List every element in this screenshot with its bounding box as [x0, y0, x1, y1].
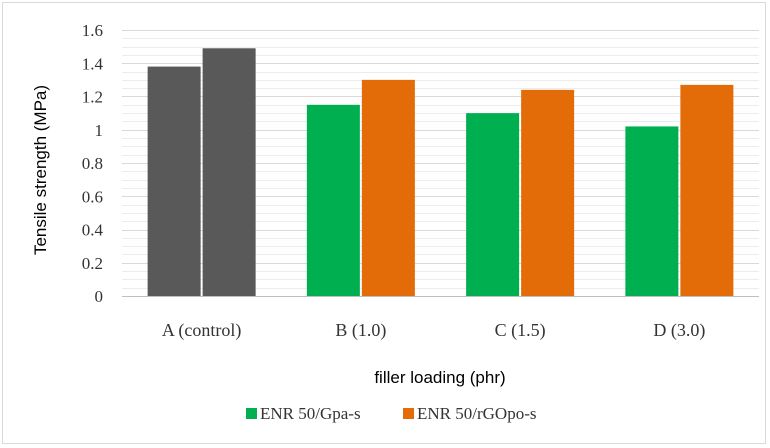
y-tick-label: 1.2 — [82, 88, 103, 107]
bars — [147, 48, 734, 296]
bar-gpa-1 — [306, 104, 360, 296]
y-tick-label: 0.2 — [82, 254, 103, 273]
x-category-label: D (3.0) — [653, 320, 705, 341]
y-tick-label: 0.6 — [82, 187, 103, 206]
legend: ENR 50/Gpa-s ENR 50/rGOpo-s — [246, 404, 536, 423]
y-axis-ticks: 0 0.2 0.4 0.6 0.8 1 1.2 1.4 1.6 — [82, 21, 104, 306]
legend-swatch-rgopo — [403, 408, 414, 419]
bar-gpa-2 — [466, 113, 520, 296]
y-axis-title: Tensile strength (MPa) — [31, 85, 50, 255]
bar-gpa-0 — [147, 66, 201, 296]
legend-swatch-gpa — [246, 408, 257, 419]
y-tick-label: 1 — [95, 121, 104, 140]
y-tick-label: 0.8 — [82, 154, 103, 173]
legend-label-gpa: ENR 50/Gpa-s — [260, 404, 361, 423]
y-tick-label: 0 — [95, 287, 104, 306]
x-axis-title: filler loading (phr) — [374, 368, 505, 387]
bar-rgopo-2 — [521, 89, 575, 296]
y-tick-label: 1.4 — [82, 54, 104, 73]
x-category-label: C (1.5) — [495, 320, 546, 341]
x-category-label: A (control) — [162, 320, 241, 341]
x-axis-categories: A (control) B (1.0) C (1.5) D (3.0) — [162, 320, 705, 341]
y-tick-label: 1.6 — [82, 21, 103, 40]
bar-gpa-3 — [625, 126, 679, 296]
legend-label-rgopo: ENR 50/rGOpo-s — [417, 404, 536, 423]
bar-rgopo-0 — [202, 48, 256, 296]
y-tick-label: 0.4 — [82, 221, 104, 240]
bar-rgopo-3 — [680, 84, 734, 296]
bar-rgopo-1 — [361, 79, 415, 296]
x-category-label: B (1.0) — [335, 320, 386, 341]
